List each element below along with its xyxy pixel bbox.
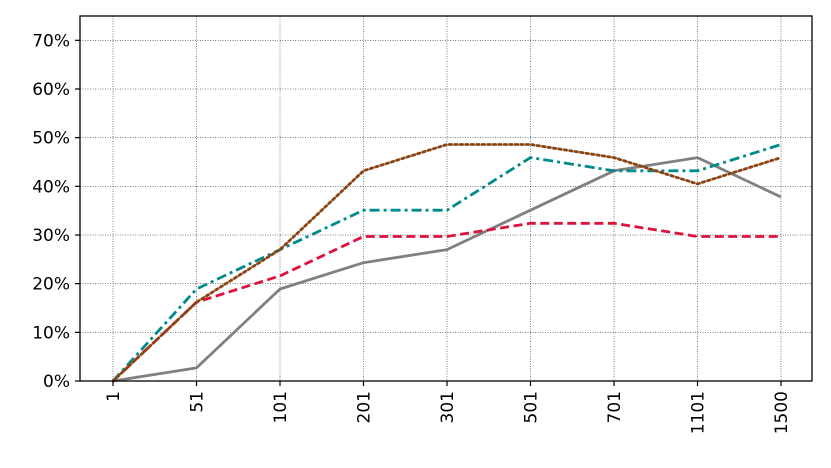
series-line-4 — [111, 143, 783, 383]
x-tick-label: 1500 — [772, 391, 792, 434]
series-group — [111, 143, 783, 383]
x-tick-label: 101 — [271, 391, 291, 423]
y-tick-label: 20% — [32, 275, 70, 295]
y-tick-label: 60% — [32, 80, 70, 100]
x-axis: 1 51 101 201 301 501 701 1101 1500 — [104, 381, 792, 434]
y-axis: 0% 10% 20% 30% 40% 50% 60% 70% — [32, 31, 80, 392]
series-line-3 — [111, 143, 782, 382]
x-tick-label: 501 — [522, 391, 542, 423]
x-tick-label: 1101 — [689, 391, 709, 434]
x-tick-label: 1 — [104, 391, 124, 402]
x-tick-label: 51 — [188, 391, 208, 413]
y-tick-label: 30% — [32, 226, 70, 246]
y-tick-label: 0% — [43, 372, 70, 392]
y-tick-label: 40% — [32, 177, 70, 197]
x-tick-label: 301 — [438, 391, 458, 423]
y-tick-label: 10% — [32, 323, 70, 343]
y-tick-label: 50% — [32, 129, 70, 149]
plot-frame — [79, 15, 813, 382]
x-tick-label: 201 — [355, 391, 375, 423]
series-line-1 — [112, 156, 782, 383]
y-tick-label: 70% — [32, 31, 70, 51]
x-tick-label: 701 — [605, 391, 625, 423]
grid — [80, 16, 812, 382]
series-line-2 — [112, 221, 781, 383]
